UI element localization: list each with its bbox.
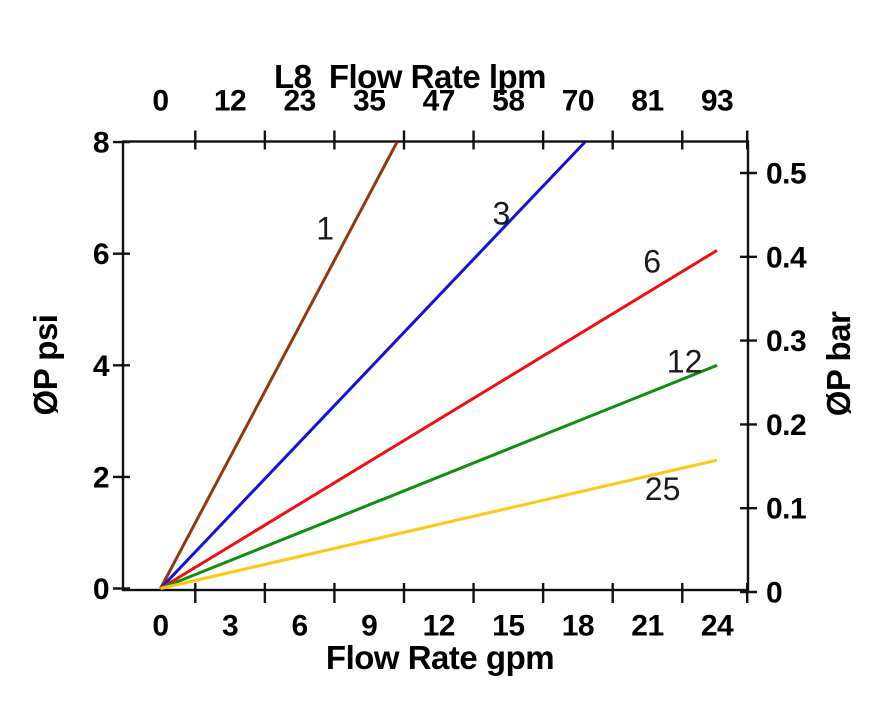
x-top-tick-label: 58 (492, 85, 524, 118)
x-top-tick-label: 0 (152, 85, 168, 118)
x-top-tick-label: 12 (214, 85, 246, 118)
series-line-6 (159, 249, 718, 590)
y-right-tick-label: 0 (766, 577, 782, 610)
x-top-tick-label: 81 (631, 85, 663, 118)
plot-box (121, 140, 750, 592)
series-label-12: 12 (667, 343, 703, 379)
y-right-tick-label: 0.5 (766, 158, 806, 191)
series-label-3: 3 (492, 196, 510, 232)
y-left-tick-label: 8 (93, 127, 109, 160)
right-axis-title: ØP bar (820, 311, 857, 417)
x-bottom-tick-label: 3 (222, 610, 238, 643)
x-bottom-tick-label: 24 (701, 610, 734, 643)
y-right-tick-label: 0.3 (766, 325, 806, 358)
x-bottom-tick-label: 18 (562, 610, 594, 643)
x-top-tick-label: 70 (562, 85, 594, 118)
y-right-tick-label: 0.1 (766, 493, 806, 526)
x-top-tick-label: 47 (423, 85, 455, 118)
x-bottom-tick-label: 12 (423, 610, 455, 643)
y-right-tick-label: 0.4 (766, 241, 807, 274)
y-left-tick-label: 0 (93, 573, 109, 606)
y-right-tick-label: 0.2 (766, 409, 806, 442)
x-bottom-tick-label: 0 (152, 610, 168, 643)
series-label-1: 1 (316, 211, 334, 247)
left-axis-title: ØP psi (27, 314, 64, 416)
y-left-tick-label: 2 (93, 461, 109, 494)
series-line-3 (159, 141, 586, 590)
y-left-tick-label: 4 (93, 350, 110, 383)
x-bottom-tick-label: 21 (631, 610, 663, 643)
x-bottom-tick-label: 9 (361, 610, 377, 643)
bottom-axis-title: Flow Rate gpm (325, 639, 555, 676)
series-label-25: 25 (645, 471, 681, 507)
x-bottom-tick-label: 15 (492, 610, 524, 643)
series-label-6: 6 (643, 244, 661, 280)
series-line-1 (159, 141, 399, 590)
y-left-tick-label: 6 (93, 238, 109, 271)
series-line-12 (159, 363, 718, 590)
x-top-tick-label: 35 (353, 85, 385, 118)
top-axis-title: L8 Flow Rate lpm (273, 58, 547, 95)
x-top-tick-label: 93 (701, 85, 733, 118)
x-top-tick-label: 23 (283, 85, 315, 118)
x-bottom-tick-label: 6 (292, 610, 308, 643)
series-line-25 (160, 458, 718, 590)
